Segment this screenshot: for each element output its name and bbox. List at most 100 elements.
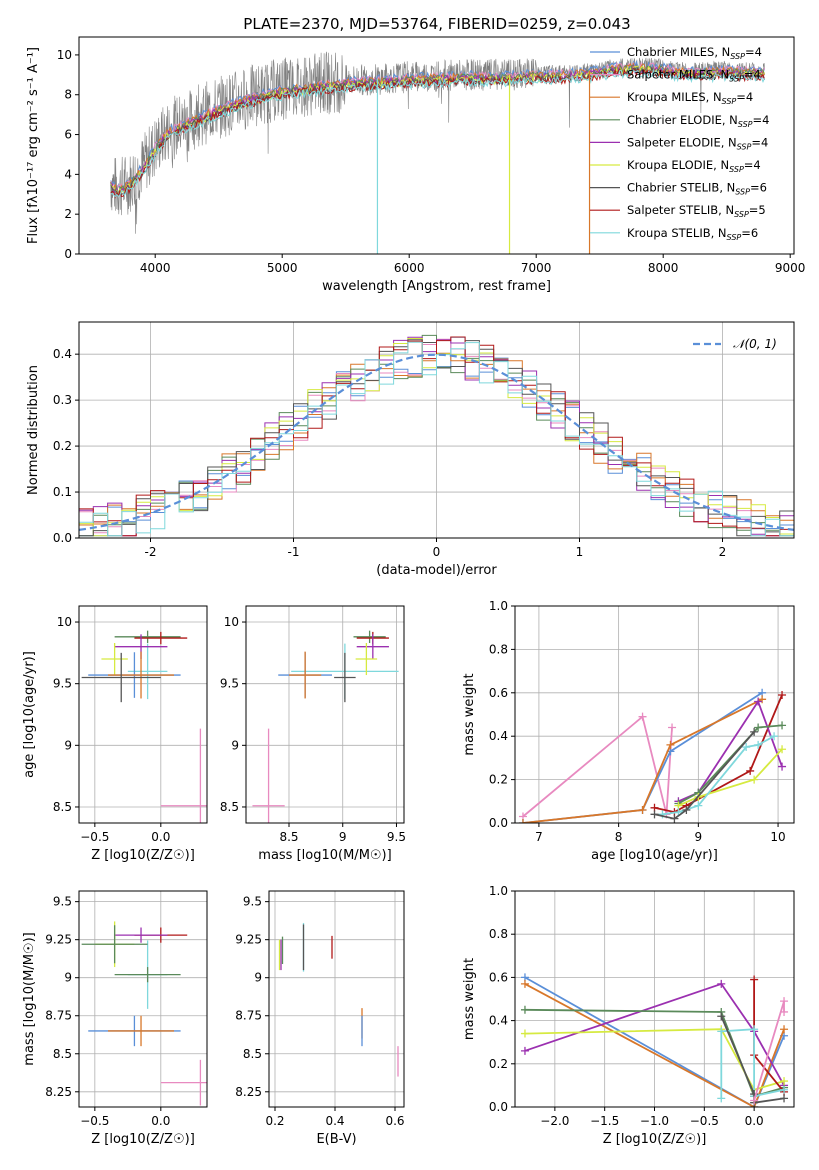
- legend-entry: Chabrier STELIB, NSSP=6: [627, 181, 767, 197]
- axes-frame: [78, 605, 208, 824]
- y-tick-label: 0.3: [53, 393, 72, 407]
- x-axis-label: wavelength [Angstrom, rest frame]: [322, 279, 551, 294]
- y-tick-label: 8.75: [235, 1009, 262, 1023]
- weight-marker: [778, 721, 787, 730]
- y-tick-label: 9: [64, 971, 72, 985]
- x-tick-label: -2: [145, 545, 157, 559]
- y-tick-label: 0.6: [489, 686, 508, 700]
- weight-marker: [717, 1094, 726, 1103]
- x-axis-label: age [log10(age/yr)]: [591, 848, 718, 863]
- y-tick-label: 8.5: [243, 1047, 262, 1061]
- weight-marker: [780, 1085, 789, 1094]
- weight-marker: [694, 801, 703, 810]
- legend-entry: Salpeter MILES, NSSP=4: [627, 68, 761, 84]
- y-tick-label: 0.4: [53, 347, 72, 361]
- legend-entry: Chabrier MILES, NSSP=4: [627, 45, 762, 61]
- weight-line: [522, 715, 673, 818]
- y-tick-label: 8.5: [220, 800, 239, 814]
- y-tick-label: 8.25: [45, 1085, 72, 1099]
- x-tick-label: 10: [770, 830, 785, 844]
- z-mass-panel-plot-area: [81, 921, 207, 1106]
- y-tick-label: 10: [57, 48, 72, 62]
- x-tick-label: −0.5: [80, 1114, 109, 1128]
- axes-frame: [245, 605, 405, 824]
- x-tick-label: 0.6: [385, 1114, 404, 1128]
- y-tick-label: 0.2: [489, 773, 508, 787]
- axes-frame: [514, 605, 795, 824]
- x-tick-label: 9.5: [387, 830, 406, 844]
- y-tick-label: 9.5: [53, 677, 72, 691]
- model-spectrum: [110, 68, 765, 198]
- spectrum-legend: Chabrier MILES, NSSP=4 Salpeter MILES, NS…: [590, 45, 769, 242]
- x-tick-label: 8000: [648, 261, 679, 275]
- x-tick-label: 4000: [140, 261, 171, 275]
- x-tick-label: 1: [576, 545, 584, 559]
- weight-marker: [520, 1029, 529, 1038]
- x-tick-label: 0.0: [745, 1114, 764, 1128]
- weight-marker: [780, 1007, 789, 1016]
- y-tick-label: 9.5: [243, 895, 262, 909]
- y-tick-label: 8.25: [235, 1085, 262, 1099]
- x-tick-label: −0.5: [690, 1114, 719, 1128]
- weight-line: [524, 976, 785, 1107]
- weight-marker: [742, 743, 751, 752]
- legend-entry: Kroupa ELODIE, NSSP=4: [627, 158, 761, 174]
- x-tick-label: −1.0: [640, 1114, 669, 1128]
- weight-marker: [717, 1027, 726, 1036]
- x-axis-label: Z [log10(Z/Z☉)]: [603, 1132, 707, 1147]
- x-tick-label: −1.5: [590, 1114, 619, 1128]
- ebv-mass-panel: 0.2 0.4 0.6 8.25 8.5 8.75 9 9.25 9.5 E(B-V): [235, 890, 405, 1147]
- y-tick-label: 0.0: [53, 531, 72, 545]
- weight-marker: [638, 712, 647, 721]
- y-tick-label: 8.5: [53, 1047, 72, 1061]
- z-weight-panel-plot-area: [520, 973, 789, 1107]
- weight-marker: [780, 1077, 789, 1086]
- weight-marker: [750, 775, 759, 784]
- axes-frame: [78, 890, 208, 1108]
- y-axis-label: age [log10(age/yr)]: [22, 651, 37, 778]
- z-age-panel: −0.5 0.0 8.5 9 9.5 10 Z [log10(Z/Z☉)] age [log1…: [22, 605, 208, 863]
- weight-marker: [780, 1094, 789, 1103]
- residual-panel-plot-area: [79, 334, 794, 537]
- weight-marker: [778, 690, 787, 699]
- z-mass-panel: −0.5 0.0 8.25 8.5 8.75 9 9.25 9.5 Z [log10(Z/Z☉)…: [22, 890, 208, 1147]
- y-axis-label: mass [log10(M/M☉)]: [22, 932, 37, 1065]
- x-tick-label: 9: [695, 830, 703, 844]
- residual-histogram: [79, 336, 794, 537]
- weight-marker: [750, 975, 759, 984]
- legend-entry: Chabrier ELODIE, NSSP=4: [627, 113, 769, 129]
- y-tick-label: 8: [64, 88, 72, 102]
- legend-entry: Kroupa MILES, NSSP=4: [627, 90, 753, 106]
- weight-marker: [750, 727, 759, 736]
- legend-entry: 𝒩(0, 1): [733, 337, 777, 351]
- z-age-panel-plot-area: [81, 630, 207, 823]
- y-tick-label: 0.1: [53, 485, 72, 499]
- legend-entry: Salpeter ELODIE, NSSP=4: [627, 135, 768, 151]
- weight-marker: [750, 1096, 759, 1105]
- weight-line: [677, 724, 783, 805]
- y-tick-label: 9.25: [235, 933, 262, 947]
- y-tick-label: 1.0: [489, 599, 508, 613]
- ebv-mass-panel-plot-area: [278, 922, 399, 1077]
- x-tick-label: 7: [535, 830, 543, 844]
- weight-marker: [670, 814, 679, 823]
- x-tick-label: −0.5: [80, 830, 109, 844]
- y-tick-label: 0.8: [489, 642, 508, 656]
- weight-marker: [780, 1025, 789, 1034]
- y-tick-label: 0.4: [489, 729, 508, 743]
- x-tick-label: 0.2: [265, 1114, 284, 1128]
- y-axis-label: mass weight: [462, 673, 477, 755]
- weight-line: [522, 692, 763, 823]
- weight-marker: [754, 723, 763, 732]
- y-tick-label: 0.6: [489, 970, 508, 984]
- legend-entry: Salpeter STELIB, NSSP=5: [627, 203, 766, 219]
- x-tick-label: -1: [288, 545, 300, 559]
- spectrum-panel-plot-area: [110, 51, 765, 254]
- x-axis-label: (data-model)/error: [376, 563, 497, 578]
- x-tick-label: 9: [339, 830, 347, 844]
- x-tick-label: 9000: [775, 261, 806, 275]
- weight-marker: [520, 1005, 529, 1014]
- z-weight-panel: −2.0 −1.5 −1.0 −0.5 0.0 0.0 0.2 0.4 0.6 0.8 1.0 Z […: [462, 884, 795, 1147]
- y-tick-label: 4: [64, 167, 72, 181]
